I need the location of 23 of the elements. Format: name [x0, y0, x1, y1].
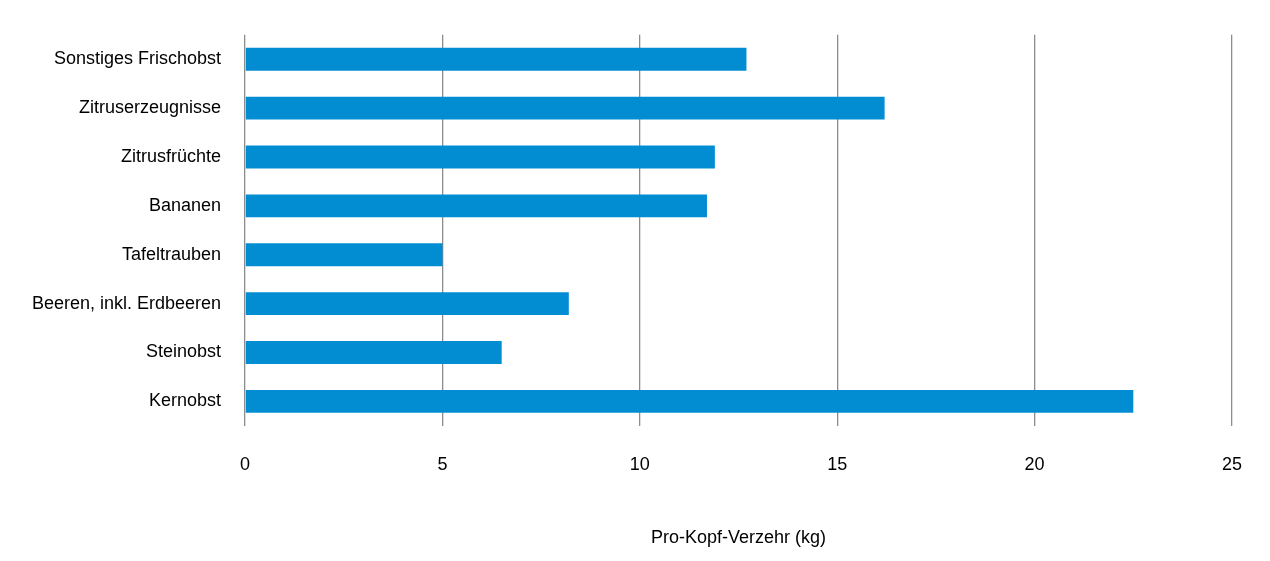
- y-tick-label: Beeren, inkl. Erdbeeren: [31, 292, 222, 313]
- y-tick-label: Tafeltrauben: [122, 243, 222, 264]
- x-axis-title: Pro-Kopf-Verzehr (kg): [651, 527, 827, 548]
- x-tick-label: 0: [240, 453, 251, 474]
- x-tick-label: 10: [629, 453, 650, 474]
- bar: [245, 47, 747, 71]
- x-tick-label: 25: [1221, 453, 1242, 474]
- x-tick-label: 20: [1024, 453, 1045, 474]
- y-tick-label: Zitruserzeugnisse: [79, 97, 222, 118]
- bar: [245, 341, 502, 364]
- bar: [245, 389, 1134, 413]
- y-tick-label: Sonstiges Frischobst: [54, 48, 222, 69]
- bar: [245, 243, 443, 267]
- bar: [245, 145, 715, 169]
- y-tick-label: Zitrusfrüchte: [121, 145, 222, 166]
- y-tick-label: Kernobst: [149, 390, 222, 411]
- bar: [245, 194, 707, 218]
- bar: [245, 96, 885, 120]
- y-tick-label: Bananen: [149, 194, 222, 215]
- x-tick-label: 15: [827, 453, 848, 474]
- y-tick-label: Steinobst: [146, 341, 222, 362]
- bar: [245, 292, 569, 316]
- x-tick-label: 5: [437, 453, 448, 474]
